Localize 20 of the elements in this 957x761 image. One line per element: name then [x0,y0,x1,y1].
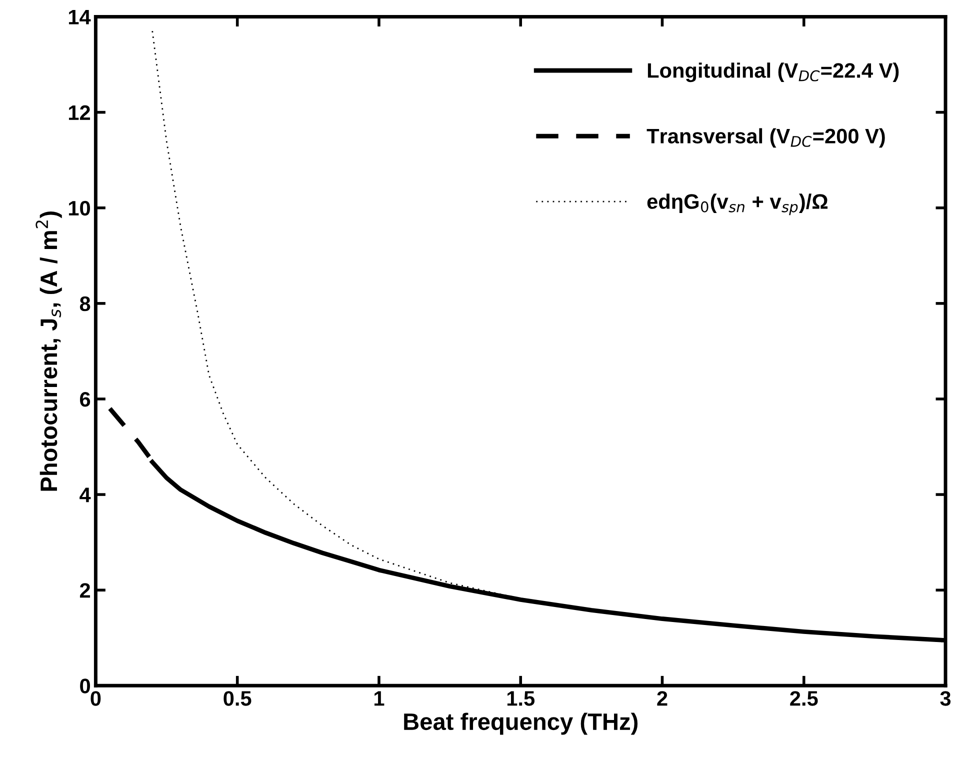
y-tick-label: 2 [80,583,90,598]
x-tick-label: 0.5 [224,691,252,706]
legend-label: edηG$_{0}$(v$_{sn}$ + v$_{sp}$)/Ω [647,194,828,216]
y-tick-label: 4 [80,488,91,502]
y-tick-label: 6 [80,392,90,407]
y-axis-title: Photocurrent, J$_{s}$, (A / m$^{2}$) [36,212,62,491]
y-tick-label: 14 [68,10,91,24]
x-axis-title: Beat frequency (THz) [404,712,638,735]
y-tick-label: 8 [80,296,90,312]
legend-label: Longitudinal (V$_{DC}$=22.4 V) [648,62,899,82]
x-tick-label: 3 [940,691,951,706]
x-tick-label: 0 [90,691,101,706]
y-tick-label: 12 [68,105,90,120]
y-tick-label: 0 [80,678,90,694]
legend-label: Transversal (V$_{DC}$=200 V) [646,128,885,148]
x-tick-label: 1.5 [507,691,535,706]
x-tick-label: 1 [374,691,384,706]
y-tick-label: 10 [68,200,90,216]
x-tick-label: 2 [657,691,668,706]
x-tick-label: 2.5 [790,691,818,706]
